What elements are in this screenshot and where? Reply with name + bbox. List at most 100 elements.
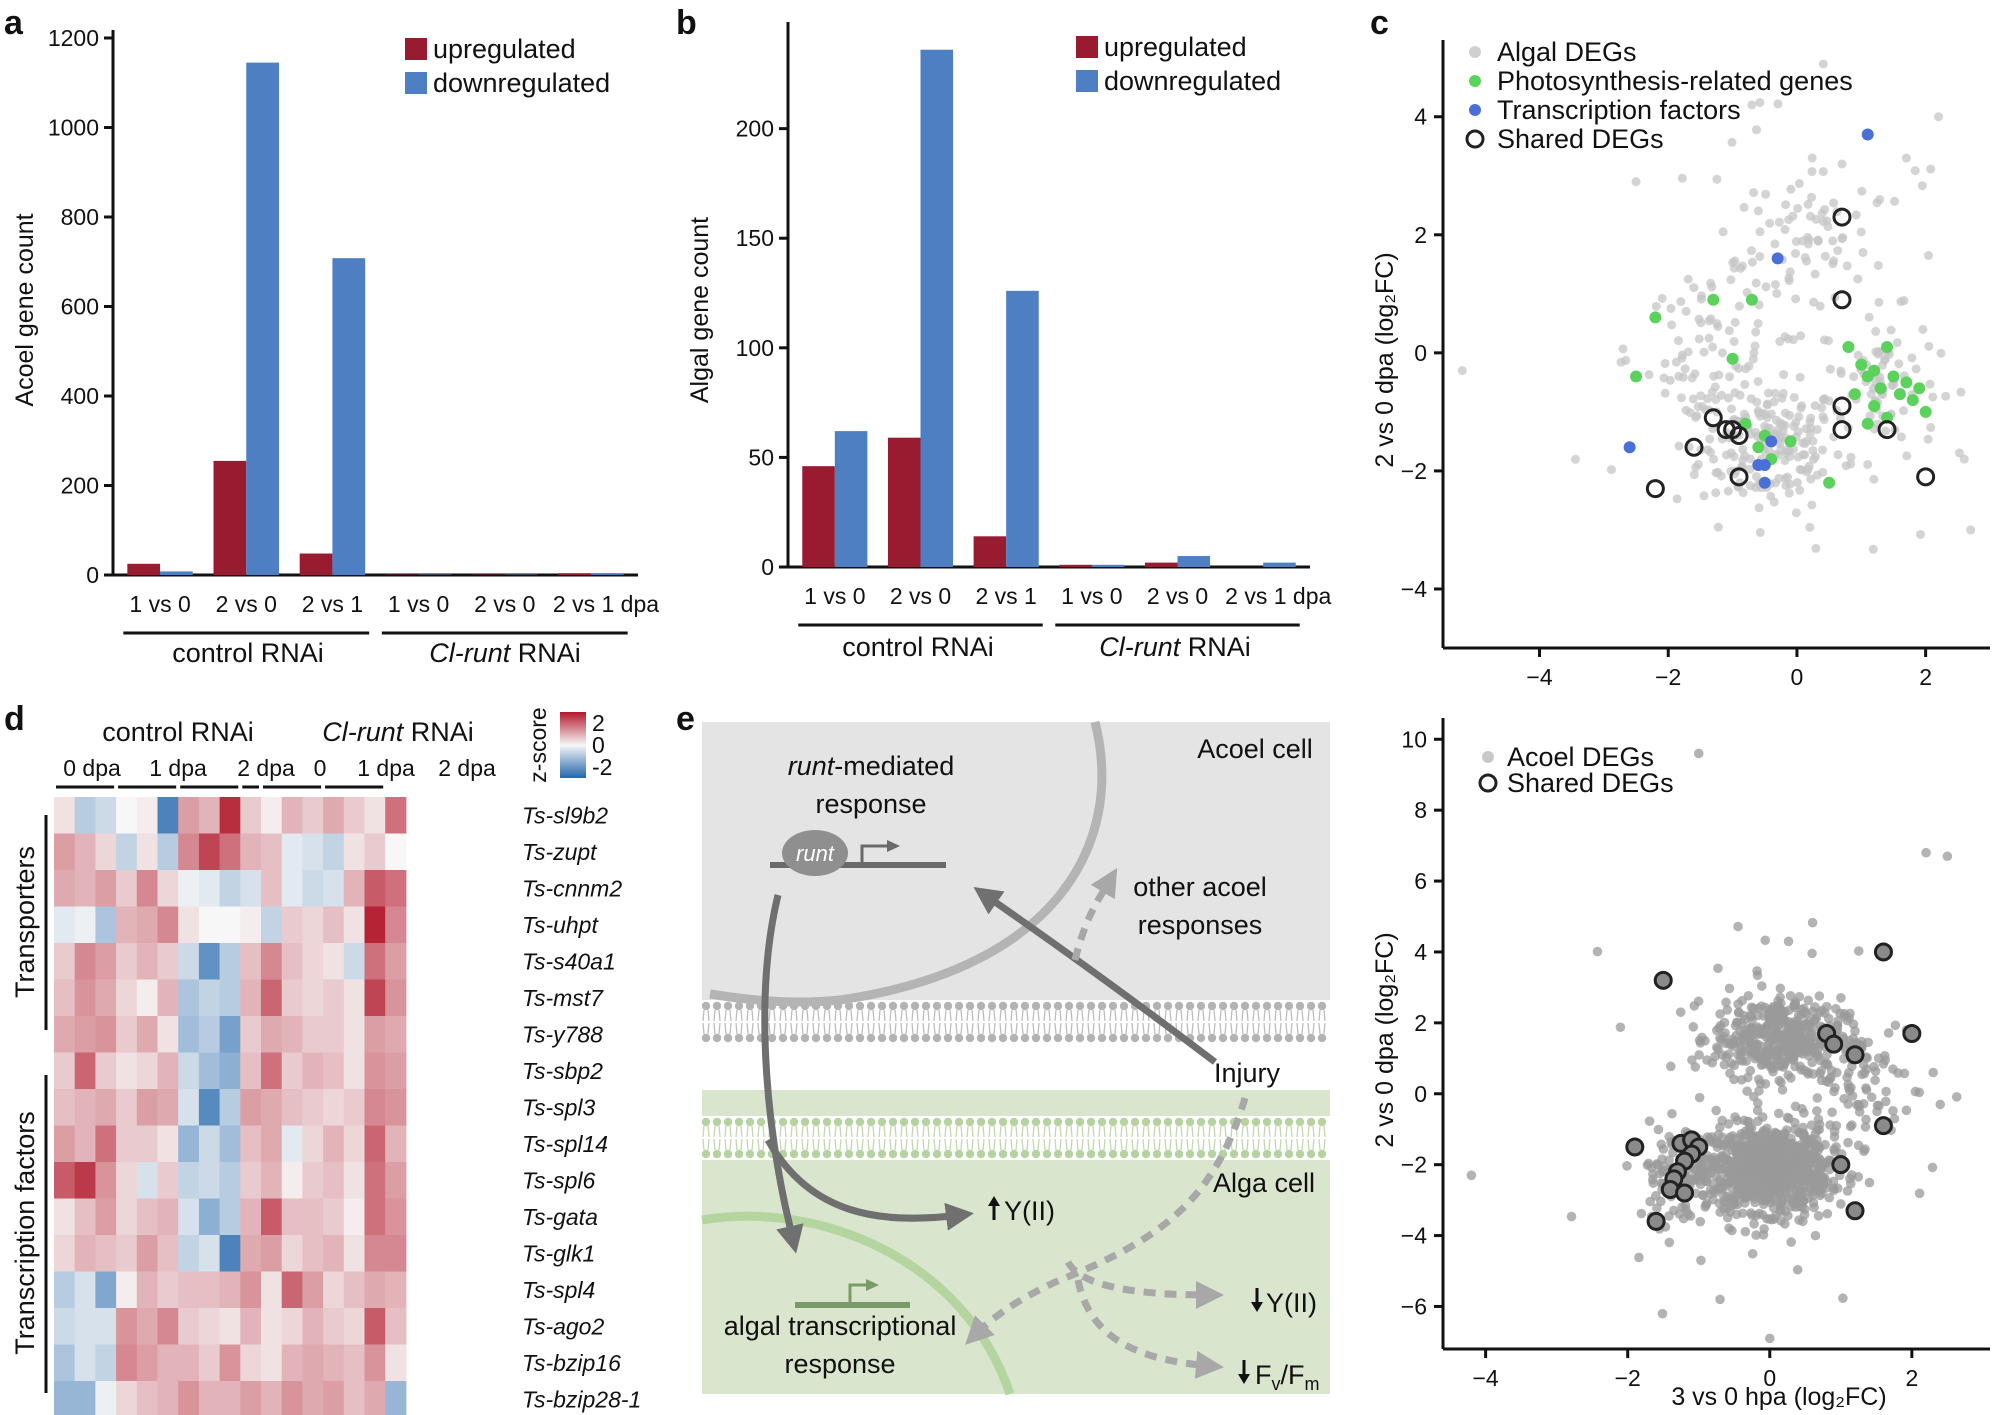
deg-point-c-top xyxy=(1807,153,1817,163)
heatmap-cell xyxy=(219,1162,241,1199)
lipid-head xyxy=(888,1149,898,1159)
injury-to-algal-dashed-arrow xyxy=(965,1097,1249,1345)
heatmap-timepoint-label: 2 dpa xyxy=(237,755,295,781)
bar-up-b xyxy=(1144,562,1178,567)
heatmap-cell xyxy=(219,1235,241,1272)
lipid-tail xyxy=(1065,1009,1073,1035)
deg-point-c-top xyxy=(1796,403,1806,413)
lipid-head xyxy=(1108,1149,1118,1159)
heatmap-cell xyxy=(178,1381,200,1415)
deg-point-c-bottom xyxy=(1775,1007,1785,1018)
deg-point-c-bottom xyxy=(1698,1190,1708,1200)
lipid-head xyxy=(822,1033,832,1043)
deg-point-c-top xyxy=(1457,366,1467,376)
heatmap-cell xyxy=(136,1308,158,1345)
deg-point-c-bottom xyxy=(1748,1003,1758,1014)
lipid-tail xyxy=(1142,1125,1150,1151)
heatmap-cell xyxy=(364,1271,386,1309)
heatmap-cell xyxy=(95,1344,117,1382)
heatmap-cell xyxy=(302,906,324,944)
bar-down-a xyxy=(246,62,279,576)
deg-point-c-top xyxy=(1784,446,1794,456)
x-tick-label-c-top: −2 xyxy=(1655,664,1681,690)
lipid-head xyxy=(1207,1149,1217,1159)
deg-point-c-bottom xyxy=(1803,1069,1813,1079)
deg-point-c-top xyxy=(1811,214,1821,224)
lipid-head xyxy=(943,1117,953,1127)
deg-point-c-top xyxy=(1808,436,1818,446)
deg-point-c-top xyxy=(1926,422,1936,432)
deg-point-c-bottom xyxy=(1765,1009,1776,1019)
deg-point-c-top xyxy=(1818,59,1828,69)
lipid-head xyxy=(756,1149,766,1159)
deg-point-c-top xyxy=(1771,415,1781,425)
deg-point-c-bottom xyxy=(1792,1045,1803,1055)
lipid-head xyxy=(1086,1117,1096,1127)
deg-point-c-bottom xyxy=(1951,1092,1962,1102)
heatmap-cell xyxy=(95,870,117,907)
group-label-control-b: control RNAi xyxy=(842,632,994,662)
lipid-head xyxy=(734,1001,744,1011)
heatmap-cell xyxy=(261,943,283,980)
heatmap-cell xyxy=(136,1344,158,1382)
deg-point-c-top xyxy=(1874,297,1884,307)
points-c-bottom xyxy=(1466,748,1962,1344)
shared-deg-point-c-top xyxy=(1832,290,1852,310)
lipid-tail xyxy=(1197,1009,1205,1035)
heatmap-cell xyxy=(116,906,138,944)
lipid-tail xyxy=(768,1009,776,1035)
deg-point-c-top xyxy=(1706,314,1716,324)
lipid-head xyxy=(1119,1149,1129,1159)
deg-point-c-top xyxy=(1941,391,1951,401)
deg-point-c-bottom xyxy=(1746,1039,1757,1049)
heatmap-cell xyxy=(198,906,221,944)
deg-point-c-top xyxy=(1881,426,1891,436)
lipid-tail xyxy=(1318,1125,1326,1151)
deg-point-c-bottom xyxy=(1690,1170,1701,1180)
gene-label: Ts-gata xyxy=(522,1204,598,1230)
zscore-max: 2 xyxy=(592,710,605,736)
heatmap-cell xyxy=(343,1344,365,1382)
deg-point-c-top xyxy=(1705,434,1715,444)
legend-photosynthesis: Photosynthesis-related genes xyxy=(1497,66,1853,96)
deg-point-c-bottom xyxy=(1715,1020,1726,1031)
deg-point-c-bottom xyxy=(1785,991,1796,1001)
heatmap-cell xyxy=(302,1125,324,1163)
heatmap-cell xyxy=(136,1381,158,1415)
gene-label: Ts-spl6 xyxy=(522,1167,595,1193)
gene-label: Ts-sl9b2 xyxy=(522,802,608,828)
deg-point-c-bottom xyxy=(1756,1135,1766,1146)
lipid-head xyxy=(1152,1149,1162,1159)
heatmap-cell xyxy=(343,1308,365,1345)
heatmap-cell xyxy=(74,1016,96,1053)
deg-point-c-top xyxy=(1791,508,1801,518)
lipid-head xyxy=(1075,1149,1085,1159)
deg-point-c-bottom xyxy=(1779,1015,1790,1025)
heatmap-cell xyxy=(364,906,386,944)
deg-point-c-bottom xyxy=(1654,1168,1665,1179)
model-diagram: Acoel cell Alga cell runt-mediated respo… xyxy=(701,720,1330,1396)
lipid-tail xyxy=(735,1125,743,1151)
deg-point-c-bottom xyxy=(1665,1061,1676,1072)
lipid-tail xyxy=(1087,1125,1095,1151)
heatmap-cell xyxy=(136,833,158,871)
deg-point-c-bottom xyxy=(1721,997,1731,1008)
heatmap-cell xyxy=(219,1089,241,1126)
heatmap-cell xyxy=(385,1308,407,1345)
heatmap-cell xyxy=(261,833,283,871)
heatmap-cell xyxy=(198,1089,221,1126)
heatmap-cell xyxy=(302,1052,324,1090)
deg-point-c-top xyxy=(1810,452,1820,462)
legend-square-down-a xyxy=(405,72,427,94)
legend-marker-acoel xyxy=(1482,751,1494,763)
x-axis-label-c-bottom: 3 vs 0 hpa (log₂FC) xyxy=(1671,1383,1886,1411)
x-tick-label-c-top: −4 xyxy=(1526,664,1552,690)
deg-point-c-bottom xyxy=(1768,1169,1779,1179)
heatmap-cell xyxy=(240,797,262,834)
deg-point-c-top xyxy=(1689,283,1699,293)
lipid-head xyxy=(855,1033,865,1043)
deg-point-c-top xyxy=(1729,337,1739,347)
lipid-tail xyxy=(977,1009,985,1035)
gene-label: Ts-zupt xyxy=(522,839,598,865)
lipid-tail xyxy=(1263,1125,1271,1151)
